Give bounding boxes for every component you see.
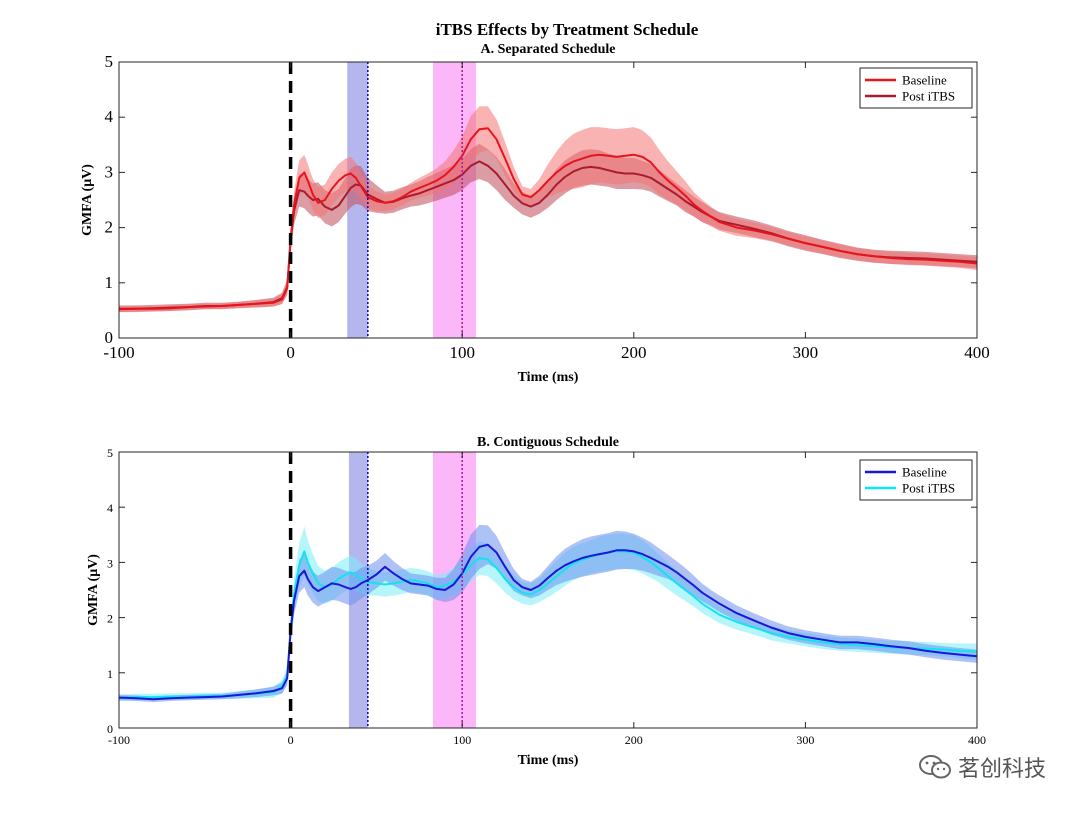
axes-box (118, 451, 978, 729)
y-tick-label-1: 1 (107, 667, 113, 681)
watermark-text: 茗创科技 (957, 757, 1046, 782)
axes-box (118, 61, 978, 339)
x-tick-label-2: 100 (449, 343, 475, 362)
y-tick-label-2: 2 (105, 218, 114, 237)
legend-label-1: Baseline (902, 465, 947, 480)
legend-label-0: Post iTBS (902, 481, 955, 496)
x-tick-label-4: 300 (796, 733, 814, 747)
x-axis-label: Time (ms) (518, 370, 579, 385)
shaded-window-1 (433, 62, 476, 338)
x-tick-label-4: 300 (793, 343, 819, 362)
y-tick-label-0: 0 (107, 722, 113, 736)
x-tick-label-0: -100 (103, 343, 134, 362)
panel-a: A. Separated Schedule-100 0 100 200 300 40001… (80, 42, 990, 385)
x-tick-label-5: 400 (964, 343, 990, 362)
legend-label-0: Post iTBS (902, 89, 955, 104)
wechat-icon (918, 755, 951, 779)
series-band-0 (119, 526, 977, 701)
y-axis-label: GMFA (μV) (80, 164, 95, 236)
y-tick-label-0: 0 (105, 328, 114, 347)
y-tick-label-2: 2 (107, 612, 113, 626)
x-tick-label-2: 100 (453, 733, 471, 747)
x-tick-label-5: 400 (968, 733, 986, 747)
y-tick-label-5: 5 (107, 446, 113, 460)
y-tick-label-1: 1 (105, 273, 114, 292)
x-tick-label-3: 200 (625, 733, 643, 747)
panel-title: B. Contiguous Schedule (477, 435, 619, 450)
legend-box (859, 459, 973, 501)
panel-b: B. Contiguous Schedule-100 0 100 200 300 4000… (86, 435, 986, 768)
series-line-0 (119, 160, 978, 310)
panel-title: A. Separated Schedule (481, 42, 616, 57)
x-axis-label: Time (ms) (518, 753, 579, 768)
x-tick-label-1: 0 (286, 343, 295, 362)
y-tick-label-4: 4 (107, 501, 113, 515)
series-line-1 (118, 127, 978, 311)
figure-title: iTBS Effects by Treatment Schedule (436, 20, 699, 39)
y-axis-label: GMFA (μV) (86, 554, 101, 626)
series-line-1 (118, 543, 978, 701)
y-tick-label-3: 3 (105, 162, 114, 181)
series-band-1 (119, 106, 977, 313)
y-tick-label-3: 3 (107, 556, 113, 570)
legend-box (859, 67, 973, 109)
watermark: 茗创科技 (918, 751, 1046, 783)
y-tick-label-5: 5 (105, 52, 114, 71)
series-band-1 (119, 524, 977, 703)
x-tick-label-3: 200 (621, 343, 647, 362)
y-tick-label-4: 4 (105, 107, 114, 126)
legend-label-1: Baseline (902, 73, 947, 88)
x-tick-label-0: -100 (108, 733, 130, 747)
x-tick-label-1: 0 (288, 733, 294, 747)
series-line-0 (118, 550, 978, 699)
